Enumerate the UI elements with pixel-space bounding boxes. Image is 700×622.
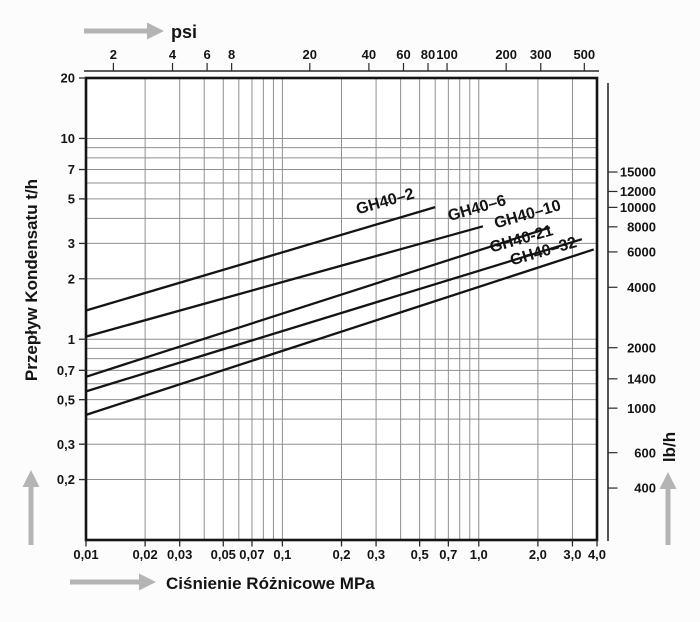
y-tick-label: 10 <box>61 131 75 146</box>
x-tick-label: 0,05 <box>211 547 236 562</box>
psi-axis-title: psi <box>171 22 197 42</box>
lbh-tick-label: 1400 <box>627 371 656 386</box>
psi-tick-label: 60 <box>396 47 410 62</box>
x-tick-label: 1,0 <box>470 547 488 562</box>
x-tick-label: 0,3 <box>367 547 385 562</box>
series-line <box>85 206 436 312</box>
x-tick-label: 0,01 <box>73 547 98 562</box>
psi-tick-label: 6 <box>203 47 210 62</box>
psi-tick-label: 20 <box>303 47 317 62</box>
x-tick-label: 0,03 <box>167 547 192 562</box>
series-line <box>85 225 484 338</box>
psi-tick-label: 500 <box>573 47 595 62</box>
psi-tick-label: 200 <box>495 47 517 62</box>
x-axis-title: Ciśnienie Różnicowe MPa <box>166 574 375 593</box>
y-tick-label: 0,3 <box>57 437 75 452</box>
y-tick-label: 0,2 <box>57 472 75 487</box>
lbh-tick-label: 1000 <box>627 401 656 416</box>
lbh-tick-label: 10000 <box>620 200 656 215</box>
psi-tick-label: 4 <box>169 47 177 62</box>
y-axis-arrow-icon <box>22 470 40 545</box>
lbh-tick-label: 12000 <box>620 184 656 199</box>
lbh-tick-label: 15000 <box>620 165 656 180</box>
lbh-arrow-icon <box>659 472 677 545</box>
x-tick-label: 0,1 <box>273 547 291 562</box>
y-axis-title: Przepływ Kondensatu t/h <box>22 179 41 381</box>
lbh-tick-label: 400 <box>634 481 656 496</box>
lbh-tick-label: 2000 <box>627 340 656 355</box>
y-tick-label: 3 <box>68 236 75 251</box>
lbh-tick-label: 6000 <box>627 245 656 260</box>
x-tick-label: 0,02 <box>132 547 157 562</box>
top-axis-psi: 2 4 6 8 20 40 60 80 100 200 300 500 psi <box>84 22 599 72</box>
axis-titles: Przepływ Kondensatu t/h Ciśnienie Różnico… <box>22 179 375 593</box>
x-tick-label: 0,7 <box>439 547 457 562</box>
gridlines <box>86 78 597 540</box>
x-tick-label: 0,5 <box>411 547 429 562</box>
y-tick-label: 20 <box>61 71 75 86</box>
series-line <box>85 238 583 393</box>
lbh-tick-label: 8000 <box>627 219 656 234</box>
x-axis-arrow-icon <box>70 573 156 591</box>
psi-tick-label: 100 <box>436 47 458 62</box>
psi-tick-label: 300 <box>530 47 552 62</box>
y-tick-label: 1 <box>68 332 75 347</box>
psi-tick-label: 2 <box>110 47 117 62</box>
y-axis-left: 20 10 7 5 3 2 1 0,7 0,5 0,3 0,2 <box>57 71 86 487</box>
lbh-tick-label: 4000 <box>627 280 656 295</box>
x-tick-label: 4,0 <box>588 547 606 562</box>
x-tick-label: 0,07 <box>239 547 264 562</box>
y-tick-label: 5 <box>68 191 75 206</box>
x-tick-label: 2,0 <box>529 547 547 562</box>
psi-tick-label: 8 <box>228 47 235 62</box>
y-tick-label: 7 <box>68 162 75 177</box>
psi-tick-label: 80 <box>421 47 435 62</box>
psi-arrow-icon <box>84 22 164 40</box>
series-line <box>85 248 595 416</box>
y-tick-label: 0,5 <box>57 392 75 407</box>
series-line <box>85 226 551 378</box>
lbh-tick-label: 600 <box>634 445 656 460</box>
lbh-axis-title: lb/h <box>660 432 679 462</box>
y-tick-label: 2 <box>68 271 75 286</box>
psi-tick-label: 40 <box>362 47 376 62</box>
x-axis-bottom: 0,01 0,02 0,03 0,05 0,07 0,1 0,2 0,3 0,5 0,7 1,0 2,… <box>73 540 606 562</box>
x-tick-label: 0,2 <box>332 547 350 562</box>
y-tick-label: 0,7 <box>57 363 75 378</box>
x-tick-label: 3,0 <box>563 547 581 562</box>
